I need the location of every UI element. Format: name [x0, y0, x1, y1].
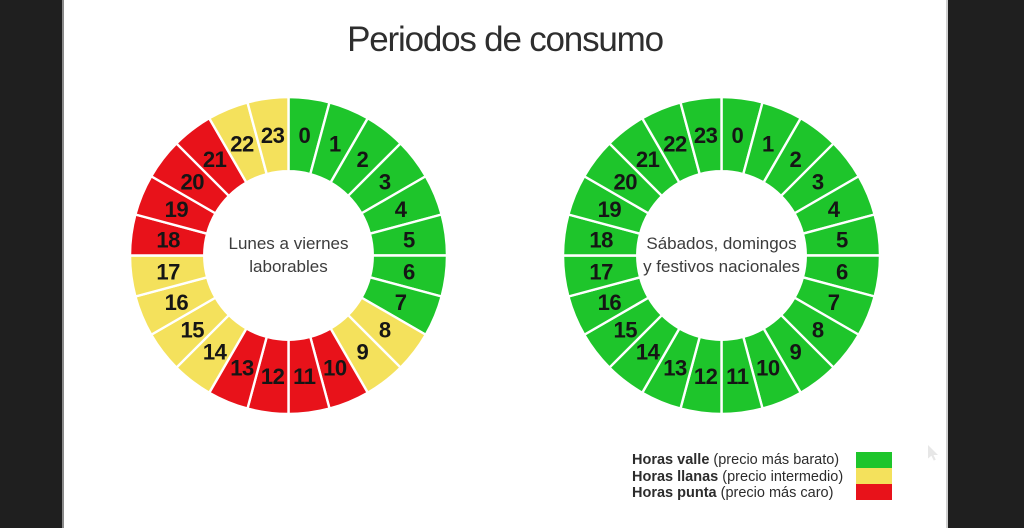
- hour-label-0: 0: [298, 123, 310, 148]
- legend-valle-name: Horas valle: [632, 452, 710, 468]
- legend-llana-detail: (precio intermedio): [718, 468, 844, 485]
- hour-segment-23: [246, 95, 290, 176]
- hour-label-4: 4: [828, 197, 841, 222]
- hour-label-7: 7: [395, 290, 407, 315]
- hour-label-21: 21: [203, 147, 227, 172]
- letterbox-left: [0, 0, 64, 528]
- hour-label-10: 10: [323, 356, 347, 381]
- hour-label-2: 2: [357, 147, 369, 172]
- legend-item-llana: Horas llanas (precio intermedio): [632, 469, 843, 486]
- hour-label-12: 12: [694, 364, 718, 389]
- hour-label-14: 14: [636, 340, 661, 365]
- legend-item-punta: Horas punta (precio más caro): [632, 485, 843, 502]
- hour-label-21: 21: [636, 147, 660, 172]
- hour-label-1: 1: [329, 131, 341, 156]
- hour-label-23: 23: [694, 123, 718, 148]
- hour-label-9: 9: [790, 340, 802, 365]
- hour-label-20: 20: [613, 170, 637, 195]
- hour-label-17: 17: [589, 259, 613, 284]
- hour-label-7: 7: [828, 290, 840, 315]
- legend-item-valle: Horas valle (precio más barato): [632, 452, 843, 469]
- weekday-donut-chart: 0 1 2 3 4 5 6 7 8 9 10 11 12 13 14 15 16 17 18 19 20 21 22 23 L…: [126, 93, 451, 418]
- hour-segment-23: [679, 95, 723, 176]
- legend-swatch-llana: [856, 468, 892, 484]
- page-title: Periodos de consumo: [347, 20, 664, 59]
- hour-label-3: 3: [812, 170, 824, 195]
- hour-label-15: 15: [180, 317, 204, 342]
- hour-label-20: 20: [180, 170, 204, 195]
- hour-label-16: 16: [598, 290, 622, 315]
- hour-label-13: 13: [663, 356, 687, 381]
- hour-label-10: 10: [756, 356, 780, 381]
- hour-label-6: 6: [836, 259, 848, 284]
- legend-color-swatches: [856, 452, 892, 500]
- hour-label-3: 3: [379, 170, 391, 195]
- weekend-donut-chart: 0 1 2 3 4 5 6 7 8 9 10 11 12 13 14 15 16 17 18 19 20 21 22 23 S…: [559, 93, 884, 418]
- hour-label-13: 13: [230, 356, 254, 381]
- hour-label-9: 9: [357, 340, 369, 365]
- hour-label-17: 17: [156, 259, 180, 284]
- hour-label-16: 16: [165, 290, 189, 315]
- hour-label-6: 6: [403, 259, 415, 284]
- hour-label-23: 23: [261, 123, 285, 148]
- hour-label-12: 12: [261, 364, 285, 389]
- letterbox-right: [946, 0, 1024, 528]
- hour-label-19: 19: [165, 197, 189, 222]
- hour-label-0: 0: [731, 123, 743, 148]
- legend-swatch-valle: [856, 452, 892, 468]
- hour-label-18: 18: [589, 228, 613, 253]
- infographic-canvas: Periodos de consumo 0 1 2 3 4 5 6 7 8 9 10 11 12 13 14…: [62, 0, 948, 528]
- hour-label-18: 18: [156, 228, 180, 253]
- legend-valle-detail: (precio más barato): [709, 452, 840, 468]
- mouse-cursor: [928, 445, 938, 461]
- hour-label-4: 4: [395, 197, 408, 222]
- legend-punta-name: Horas punta: [632, 485, 717, 501]
- hour-label-22: 22: [230, 131, 254, 156]
- hour-label-8: 8: [812, 317, 824, 342]
- hour-label-11: 11: [726, 364, 749, 389]
- hour-label-2: 2: [790, 147, 802, 172]
- hour-label-22: 22: [663, 131, 687, 156]
- hour-label-5: 5: [836, 228, 848, 253]
- hour-label-5: 5: [403, 228, 415, 253]
- hour-label-19: 19: [598, 197, 622, 222]
- hour-label-8: 8: [379, 317, 391, 342]
- legend: Horas valle (precio más barato) Horas ll…: [632, 452, 843, 502]
- hour-label-11: 11: [293, 364, 316, 389]
- legend-llana-name: Horas llanas: [632, 468, 719, 485]
- hour-label-15: 15: [613, 317, 637, 342]
- legend-swatch-punta: [856, 484, 892, 500]
- hour-label-1: 1: [762, 131, 774, 156]
- hour-label-14: 14: [203, 340, 228, 365]
- legend-punta-detail: (precio más caro): [716, 485, 834, 501]
